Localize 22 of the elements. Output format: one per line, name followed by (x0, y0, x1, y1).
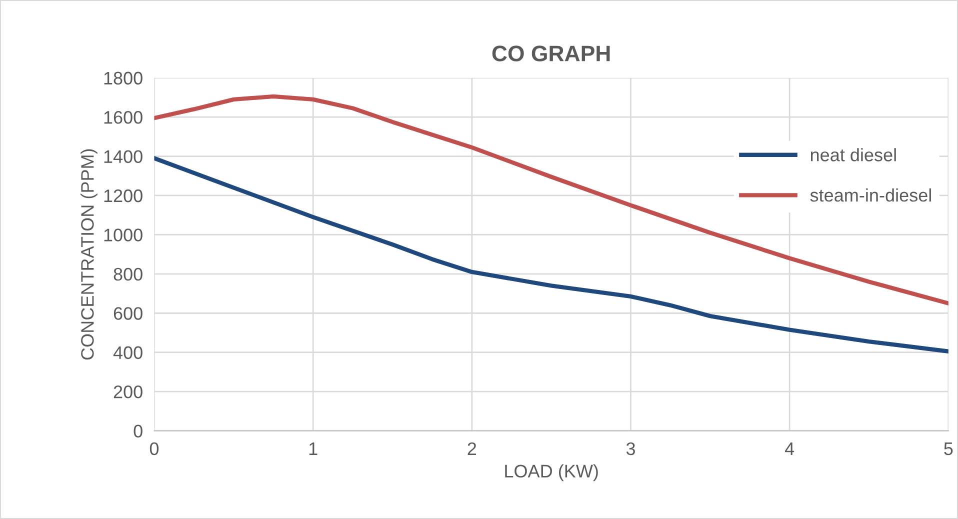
y-tick-label: 600 (114, 307, 142, 320)
line-series (154, 94, 948, 306)
legend-label: steam-in-diesel (810, 188, 931, 202)
y-tick-label: 1400 (104, 150, 142, 163)
x-tick-label: 4 (784, 442, 794, 455)
x-tick-label: 0 (150, 442, 159, 456)
x-tick-label: 2 (468, 442, 476, 455)
x-axis-title: LOAD (KW) (505, 464, 598, 482)
y-tick-label: 200 (114, 385, 142, 398)
y-tick-label: 0 (134, 424, 142, 438)
y-tick-label: 400 (113, 346, 142, 360)
legend-label: neat diesel (810, 148, 896, 162)
y-tick-label: 1000 (104, 228, 142, 242)
x-tick-label: 3 (626, 442, 635, 456)
y-tick-label: 1800 (104, 72, 142, 85)
x-tick-label: 1 (309, 442, 318, 455)
y-tick-label: 1600 (104, 111, 142, 124)
y-tick-label: 1200 (104, 189, 142, 202)
x-tick-label: 5 (944, 442, 953, 456)
y-tick-label: 800 (114, 268, 142, 281)
y-axis-title: CONCENTRATION (PPM) (80, 149, 98, 360)
chart-title: CO GRAPH (492, 46, 610, 62)
